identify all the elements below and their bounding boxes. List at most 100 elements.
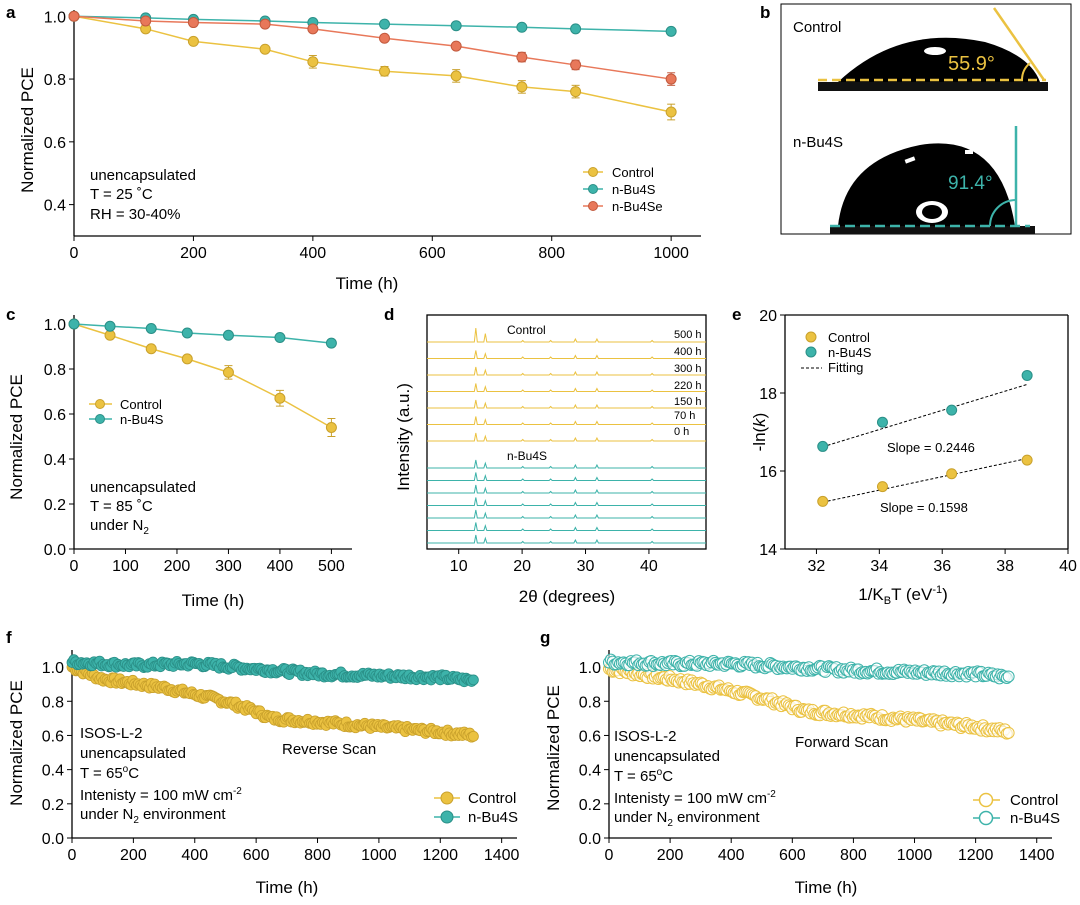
series-line-Control bbox=[73, 15, 672, 113]
xrd-trace bbox=[427, 522, 706, 531]
panel-f-note-4: Intenisty = 100 mW cm-2 bbox=[80, 786, 242, 804]
panel-e-legend: Control n-Bu4S Fitting bbox=[801, 330, 872, 375]
y-tick-label: 20 bbox=[759, 308, 777, 325]
data-point bbox=[817, 495, 829, 507]
series-line-n-Bu4Se bbox=[73, 15, 672, 80]
x-tick-label: 0 bbox=[70, 245, 79, 262]
panel-f-legend: Control n-Bu4S bbox=[434, 790, 518, 826]
e-legend-label-nbu4s: n-Bu4S bbox=[828, 345, 872, 360]
data-point bbox=[665, 73, 677, 85]
panel-c-note-3: under N2 bbox=[90, 517, 149, 537]
angle-arc-control bbox=[1020, 62, 1031, 81]
data-point bbox=[274, 332, 286, 343]
legend-label-nbu4s: n-Bu4S bbox=[612, 182, 656, 197]
data-point bbox=[450, 20, 462, 32]
y-tick-label: 0.2 bbox=[44, 497, 66, 514]
xrd-trace bbox=[427, 350, 706, 359]
data-point bbox=[570, 23, 582, 35]
y-tick-label: 0.0 bbox=[42, 831, 64, 848]
xrd-trace bbox=[427, 399, 706, 409]
data-point bbox=[1021, 369, 1033, 381]
y-tick-label: 0.0 bbox=[44, 542, 66, 559]
data-point bbox=[468, 674, 479, 686]
panel-c-note-2: T = 85 ˚C bbox=[90, 498, 153, 515]
x-tick-label: 300 bbox=[215, 558, 242, 575]
y-tick-label: 1.0 bbox=[42, 660, 64, 677]
xrd-trace bbox=[427, 327, 706, 343]
droplet-control bbox=[838, 37, 1040, 82]
x-tick-label: 1000 bbox=[361, 847, 397, 864]
panel-a-xlabel: Time (h) bbox=[336, 274, 399, 293]
g-legend-label-control: Control bbox=[1010, 792, 1058, 809]
x-tick-label: 34 bbox=[870, 558, 888, 575]
data-point bbox=[1002, 726, 1015, 739]
panel-d-xlabel: 2θ (degrees) bbox=[519, 587, 615, 606]
xrd-trace bbox=[427, 509, 706, 519]
x-tick-label: 40 bbox=[1059, 558, 1077, 575]
x-tick-label: 600 bbox=[419, 245, 446, 262]
data-point bbox=[145, 323, 157, 334]
x-tick-label: 800 bbox=[840, 847, 867, 864]
panel-c-legend: Control n-Bu4S bbox=[89, 397, 164, 427]
x-tick-label: 100 bbox=[112, 558, 139, 575]
xrd-trace bbox=[427, 497, 706, 506]
xrd-trace bbox=[427, 472, 706, 481]
panel-e: e 32 34 36 38 40 14 16 18 20 Control n-Bu4S Fitt… bbox=[732, 305, 1077, 607]
y-tick-label: 0.4 bbox=[44, 198, 66, 215]
droplet-nbu4s-glint-2 bbox=[965, 150, 973, 154]
panel-f-scan: Reverse Scan bbox=[282, 741, 376, 758]
panel-d-control-label: Control bbox=[507, 323, 546, 337]
data-point bbox=[516, 21, 528, 33]
panel-a: a 0 200 400 600 800 1000 0.4 0.6 0.8 1.0 unencaps… bbox=[6, 3, 701, 293]
series-line-n-Bu4S bbox=[73, 15, 672, 33]
x-tick-label: 600 bbox=[243, 847, 270, 864]
data-point bbox=[104, 320, 116, 332]
y-tick-label: 0.6 bbox=[44, 135, 66, 152]
data-point bbox=[450, 70, 462, 82]
angle-control: 55.9° bbox=[948, 53, 995, 75]
x-tick-label: 0 bbox=[605, 847, 614, 864]
panel-e-label: e bbox=[732, 305, 741, 324]
data-point bbox=[325, 337, 337, 349]
x-tick-label: 800 bbox=[304, 847, 331, 864]
x-tick-label: 500 bbox=[318, 558, 345, 575]
panel-a-note-3: RH = 30-40% bbox=[90, 206, 180, 223]
data-point bbox=[259, 18, 271, 30]
data-point bbox=[665, 106, 677, 118]
data-point bbox=[379, 18, 391, 30]
xrd-trace bbox=[427, 383, 706, 392]
y-tick-label: 0.8 bbox=[44, 72, 66, 89]
panel-c-axes: 0 100 200 300 400 500 0.0 0.2 0.4 0.6 0.8 1.0 bbox=[44, 315, 352, 575]
plot-frame bbox=[426, 314, 707, 550]
substrate-nbu4s bbox=[830, 226, 1035, 234]
panel-b-control-label: Control bbox=[793, 19, 841, 36]
panel-d-label: d bbox=[384, 305, 394, 324]
x-tick-label: 600 bbox=[779, 847, 806, 864]
c-legend-marker-control bbox=[95, 399, 105, 409]
xrd-trace bbox=[427, 534, 706, 544]
panel-g-note-3: T = 65oC bbox=[614, 767, 673, 785]
x-tick-label: 200 bbox=[164, 558, 191, 575]
xrd-trace bbox=[427, 416, 706, 425]
x-tick-label: 30 bbox=[577, 558, 595, 575]
data-point bbox=[516, 81, 528, 93]
x-tick-label: 40 bbox=[640, 558, 658, 575]
y-tick-label: 14 bbox=[759, 542, 777, 559]
y-tick-label: 1.0 bbox=[44, 317, 66, 334]
e-legend-marker-nbu4s bbox=[805, 346, 817, 358]
x-tick-label: 400 bbox=[300, 245, 327, 262]
xrd-trace bbox=[427, 432, 706, 442]
data-point bbox=[876, 416, 888, 428]
panel-g-ylabel: Normalized PCE bbox=[544, 685, 563, 811]
droplet-control-highlight bbox=[924, 47, 946, 55]
panel-g: g 0 200 400 600 800 1000 1200 14000.00.20.40.60… bbox=[540, 628, 1060, 897]
x-tick-label: 200 bbox=[120, 847, 147, 864]
panel-c-xlabel: Time (h) bbox=[182, 591, 245, 610]
data-point bbox=[516, 51, 528, 63]
substrate-control bbox=[818, 82, 1048, 91]
panel-c-label: c bbox=[6, 305, 15, 324]
data-point bbox=[665, 25, 677, 37]
y-tick-label: 0.4 bbox=[44, 452, 66, 469]
y-tick-label: 18 bbox=[759, 386, 777, 403]
